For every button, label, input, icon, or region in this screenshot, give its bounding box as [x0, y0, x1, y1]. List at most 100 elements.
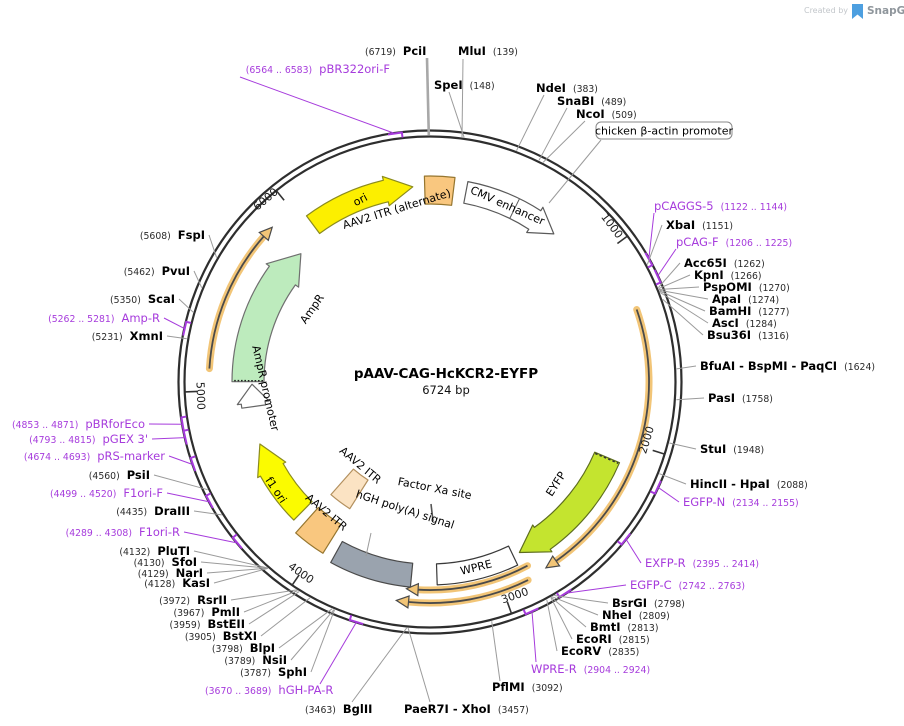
site-label-bglii[interactable]: (3463) BglII: [305, 702, 372, 716]
site-label-hgh-pa-r[interactable]: (3670 .. 3689) hGH-PA-R: [205, 683, 333, 697]
site-label-ecori[interactable]: EcoRI (2815): [576, 632, 650, 646]
site-label-pgex-3[interactable]: (4793 .. 4815) pGEX 3': [29, 432, 148, 446]
site-label-ecorv[interactable]: EcoRV (2835): [561, 644, 639, 658]
site-label-snabi[interactable]: SnaBI (489): [557, 94, 626, 108]
feature-label-eyfp[interactable]: EYFP: [543, 469, 569, 499]
site-label-pvui[interactable]: (5462) PvuI: [124, 264, 190, 278]
site-label-kasi[interactable]: (4128) KasI: [144, 576, 210, 590]
feature-ori[interactable]: [305, 175, 414, 235]
site-label-nsii[interactable]: (3789) NsiI: [224, 653, 287, 667]
feature-label-ampr[interactable]: AmpR: [297, 292, 327, 327]
site-label-egfp-n[interactable]: EGFP-N (2134 .. 2155): [683, 495, 799, 509]
feature-eyfp[interactable]: [518, 451, 621, 554]
site-label-f1ori-f[interactable]: (4499 .. 4520) F1ori-F: [50, 486, 163, 500]
primer-mark-pcaggs-5[interactable]: [641, 252, 654, 269]
leader-pflmi: [491, 621, 501, 682]
primer-mark-pcag-f[interactable]: [650, 269, 662, 286]
feature-aav2-itr-inner[interactable]: [330, 468, 369, 510]
feature-wpre[interactable]: [435, 545, 519, 586]
site-label-rsrii[interactable]: (3972) RsrII: [159, 593, 227, 607]
site-label-sfoi[interactable]: (4130) SfoI: [134, 555, 197, 569]
primer-mark-pbr322ori-f[interactable]: [387, 131, 404, 140]
leader-pasi: [676, 397, 705, 401]
site-label-paer7i-xhoi[interactable]: PaeR7I - XhoI (3457): [404, 702, 529, 716]
site-label-egfp-c[interactable]: EGFP-C (2742 .. 2763): [630, 578, 745, 592]
site-label-kpni[interactable]: KpnI (1266): [694, 268, 762, 282]
site-label-sphi[interactable]: (3787) SphI: [240, 665, 307, 679]
primer-mark-pbrforeco[interactable]: [180, 415, 188, 432]
site-label-bsu36i[interactable]: Bsu36I (1316): [707, 328, 789, 342]
site-label-pasi[interactable]: PasI (1758): [708, 391, 773, 405]
primer-mark-exfp-r[interactable]: [616, 530, 632, 546]
site-label-bamhi[interactable]: BamHI (1277): [709, 304, 789, 318]
site-label-fspi[interactable]: (5608) FspI: [140, 228, 205, 242]
leader-bmti: [550, 596, 587, 628]
primer-mark-egfp-n[interactable]: [650, 479, 662, 495]
primer-mark-f1ori-r[interactable]: [231, 533, 246, 550]
site-label-scai[interactable]: (5350) ScaI: [110, 292, 175, 306]
site-label-bsrgi[interactable]: BsrGI (2798): [612, 596, 685, 610]
orf-arc[interactable]: [208, 235, 265, 369]
feature-label-factor-xa-site[interactable]: Factor Xa site: [397, 475, 473, 502]
site-label-mlui[interactable]: MluI (139): [458, 44, 518, 58]
site-label-apai[interactable]: ApaI (1274): [712, 292, 779, 306]
feature-label-ori[interactable]: ori: [351, 191, 370, 209]
site-label-spei[interactable]: SpeI (148): [434, 78, 495, 92]
site-label-stui[interactable]: StuI (1948): [700, 442, 764, 456]
site-label-bfuai-bspmi-paqci[interactable]: BfuAI - BspMI - PaqCI (1624): [700, 359, 875, 373]
site-label-psii[interactable]: (4560) PsiI: [89, 468, 150, 482]
primer-mark-prs-marker[interactable]: [189, 455, 200, 472]
site-label-pcii[interactable]: (6719) PciI: [365, 44, 426, 58]
primer-mark-wpre-r[interactable]: [522, 604, 539, 616]
site-label-acc65i[interactable]: Acc65I (1262): [684, 256, 765, 270]
site-label-pbr322ori-f[interactable]: (6564 .. 6583) pBR322ori-F: [246, 62, 390, 76]
site-label-blpi[interactable]: (3798) BlpI: [212, 641, 275, 655]
site-label-asci[interactable]: AscI (1284): [712, 316, 777, 330]
site-label-ndei[interactable]: NdeI (383): [536, 81, 598, 95]
leader-xmni: [166, 335, 187, 340]
site-label-pbrforeco[interactable]: (4853 .. 4871) pBRforEco: [12, 417, 145, 431]
orf-arc[interactable]: [418, 564, 528, 591]
primer-mark-f1ori-f[interactable]: [204, 492, 217, 509]
site-label-pluti[interactable]: (4132) PluTI: [119, 544, 190, 558]
orf-arc[interactable]: [408, 579, 529, 604]
site-label-amp-r[interactable]: (5262 .. 5281) Amp-R: [48, 311, 160, 325]
site-label-pcag-f[interactable]: pCAG-F (1206 .. 1225): [676, 235, 792, 249]
site-label-exfp-r[interactable]: EXFP-R (2395 .. 2414): [645, 556, 759, 570]
feature-ampr-promoter[interactable]: [236, 383, 270, 409]
site-label-bstxi[interactable]: (3905) BstXI: [185, 629, 257, 643]
leader-blpi: [278, 608, 333, 649]
promoter-callout[interactable]: chicken β-actin promoter: [595, 121, 733, 140]
site-label-wpre-r[interactable]: WPRE-R (2904 .. 2924): [531, 662, 650, 676]
leader-pvui: [193, 270, 203, 288]
feature-hgh-polya[interactable]: [330, 540, 414, 588]
site-label-draiii[interactable]: (4435) DraIII: [116, 504, 190, 518]
site-label-pcaggs-5[interactable]: pCAGGS-5 (1122 .. 1144): [654, 199, 787, 213]
tick-1000: [616, 235, 628, 245]
tick-label-5000: 5000: [194, 382, 208, 410]
site-label-f1ori-r[interactable]: (4289 .. 4308) F1ori-R: [66, 525, 180, 539]
primer-mark-hgh-pa-r[interactable]: [348, 614, 365, 626]
site-label-nari[interactable]: (4129) NarI: [138, 566, 203, 580]
site-label-nhei[interactable]: NheI (2809): [602, 608, 670, 622]
leader-paer7i-xhoi: [407, 627, 431, 703]
site-label-pmli[interactable]: (3967) PmlI: [173, 605, 240, 619]
site-label-bsteii[interactable]: (3959) BstEII: [170, 617, 245, 631]
site-label-pspomi[interactable]: PspOMI (1270): [703, 280, 790, 294]
aux-leader-line: [430, 503, 434, 522]
feature-ampr[interactable]: [231, 253, 302, 383]
feature-f1-ori[interactable]: [257, 443, 313, 521]
feature-cag-promoter-arrow[interactable]: [463, 181, 555, 235]
feature-aav2-itr-alternate[interactable]: [423, 175, 456, 206]
orf-arc[interactable]: [555, 309, 650, 562]
primer-mark-egfp-c[interactable]: [555, 585, 572, 599]
site-label-bmti[interactable]: BmtI (2813): [590, 620, 658, 634]
site-label-hincii-hpai[interactable]: HincII - HpaI (2088): [690, 477, 808, 491]
site-label-prs-marker[interactable]: (4674 .. 4693) pRS-marker: [24, 449, 165, 463]
primer-mark-amp-r[interactable]: [182, 320, 192, 337]
site-label-xbai[interactable]: XbaI (1151): [666, 218, 733, 232]
site-label-xmni[interactable]: (5231) XmnI: [92, 329, 163, 343]
site-label-ncoi[interactable]: NcoI (509): [576, 107, 637, 121]
site-label-pflmi[interactable]: PflMI (3092): [492, 680, 563, 694]
feature-aav2-itr[interactable]: [295, 506, 342, 554]
